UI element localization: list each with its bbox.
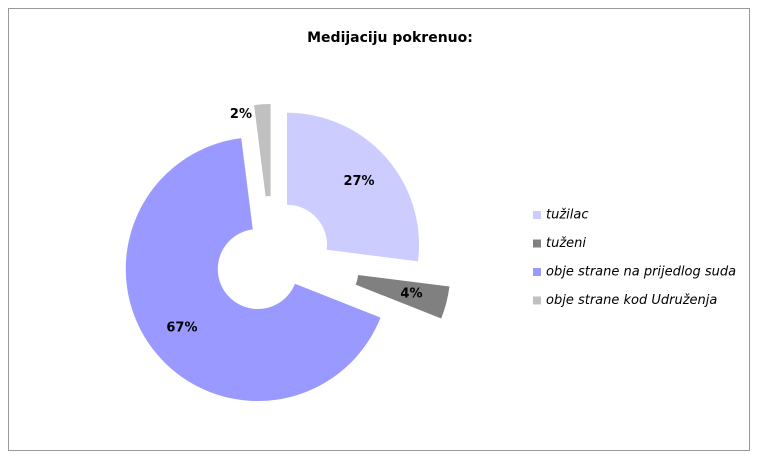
pie-slice (125, 138, 381, 402)
legend-swatch (533, 296, 541, 305)
legend-label: tuženi (546, 236, 586, 251)
data-label: 4% (400, 286, 422, 301)
pie-slice (287, 112, 420, 262)
chart-title: Medijaciju pokrenuo: (307, 30, 473, 46)
data-label: 67% (166, 320, 197, 335)
legend-swatch (533, 239, 541, 248)
pie-slice (254, 104, 271, 197)
data-label: 27% (343, 174, 374, 189)
legend-swatch (533, 211, 541, 219)
pie-slice (355, 274, 450, 319)
legend-label: tužilac (546, 208, 589, 223)
legend-label: obje strane na prijedlog suda (546, 265, 736, 280)
legend-label: obje strane kod Udruženja (546, 293, 717, 308)
legend-swatch (533, 268, 541, 276)
data-label: 2% (230, 107, 252, 122)
